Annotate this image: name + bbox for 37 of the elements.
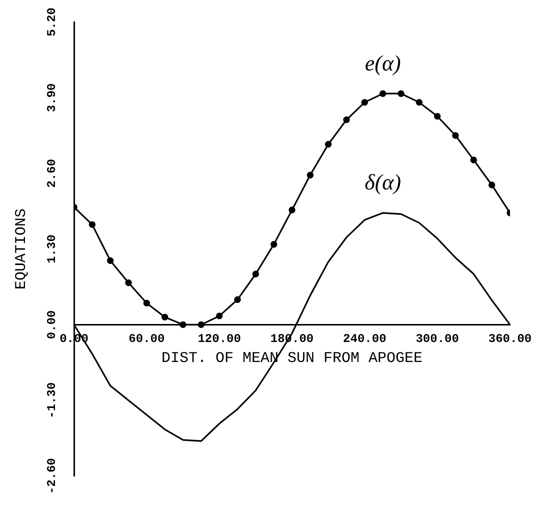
- point: [470, 156, 478, 164]
- point: [88, 221, 96, 228]
- point: [143, 300, 150, 306]
- y-axis-title: EQUATIONS: [12, 208, 30, 290]
- x-tick-label: 120.00: [198, 332, 241, 346]
- point: [361, 98, 368, 106]
- point: [180, 321, 186, 328]
- point: [488, 182, 496, 188]
- point: [306, 172, 314, 178]
- point: [198, 321, 205, 328]
- series-label: e(α): [364, 50, 401, 76]
- point: [270, 240, 278, 248]
- point: [125, 279, 132, 286]
- y-tick-label: 3.90: [45, 83, 60, 112]
- x-tick-label: 360.00: [488, 332, 532, 346]
- point: [452, 132, 459, 139]
- point: [216, 312, 223, 320]
- x-tick-label: 240.00: [343, 332, 386, 346]
- point: [234, 296, 241, 303]
- point: [252, 270, 260, 278]
- point: [106, 257, 114, 264]
- y-tick-label: 1.30: [45, 234, 60, 264]
- point: [434, 112, 441, 120]
- point: [379, 90, 386, 97]
- y-tick-label: -2.60: [45, 458, 60, 494]
- point: [398, 90, 404, 97]
- point: [416, 98, 423, 106]
- x-tick-label: 60.00: [128, 332, 165, 346]
- point: [161, 314, 168, 320]
- series-label: δ(α): [364, 170, 402, 195]
- y-tick-label: 5.20: [45, 8, 60, 36]
- point: [343, 116, 350, 124]
- y-tick-label: -1.30: [45, 382, 60, 418]
- point: [288, 206, 296, 214]
- y-tick-label: 2.60: [45, 158, 60, 188]
- x-tick-label: 300.00: [416, 332, 459, 346]
- point: [324, 140, 332, 148]
